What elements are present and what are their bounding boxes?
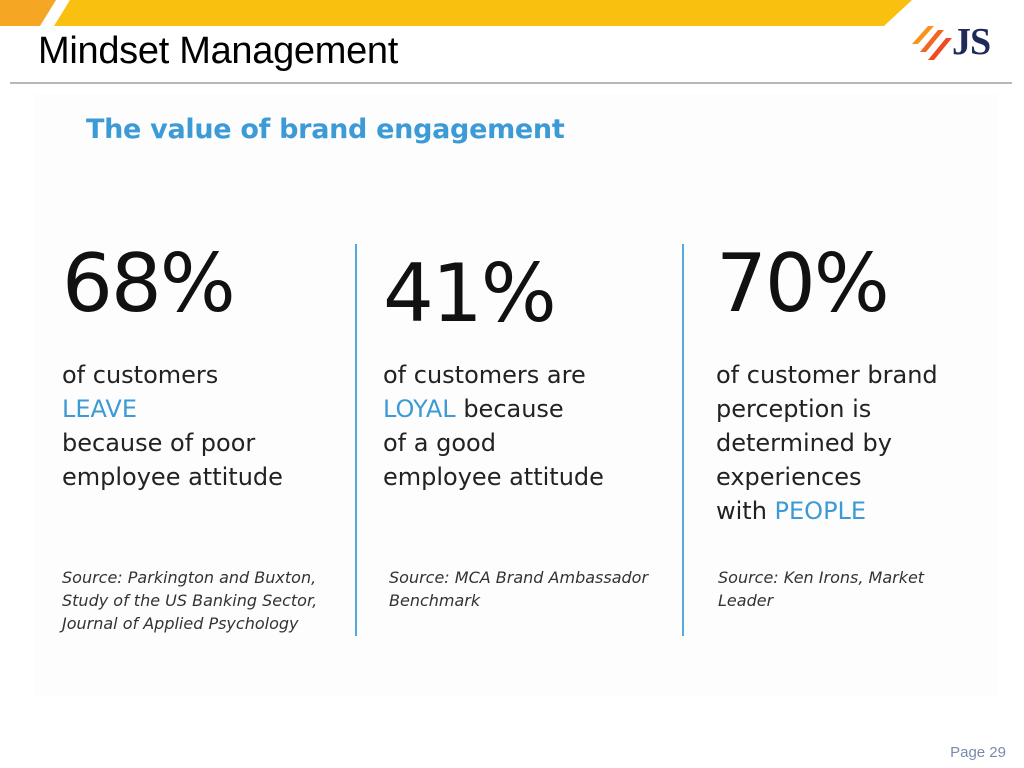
description-text: of customer brand — [716, 361, 938, 389]
column-divider — [355, 244, 357, 636]
title-divider — [10, 82, 1012, 84]
description-line: employee attitude — [62, 460, 283, 494]
description-line: of customer brand — [716, 358, 938, 392]
stat-column-people: 70% of customer brand perception is determ… — [716, 244, 938, 528]
description-text: because of poor — [62, 429, 256, 457]
description-line: employee attitude — [383, 460, 604, 494]
slide-title: Mindset Management — [38, 30, 399, 72]
description-text: employee attitude — [62, 463, 283, 491]
company-logo: JS — [908, 14, 1012, 68]
stat-percent: 41% — [383, 247, 557, 340]
stat-column-loyal: 41% of customers are LOYAL because of a go… — [383, 244, 604, 494]
description-text: perception is — [716, 395, 872, 423]
page-number: Page 29 — [950, 744, 1006, 761]
highlighted-keyword: PEOPLE — [774, 497, 867, 525]
description-text: employee attitude — [383, 463, 604, 491]
source-line: Leader — [718, 591, 774, 610]
description-text: experiences — [716, 463, 862, 491]
column-divider — [682, 244, 684, 636]
source-line: Source: Parkington and Buxton, — [62, 568, 317, 587]
stat-description: of customer brand perception is determined… — [716, 358, 938, 528]
description-text: determined by — [716, 429, 892, 457]
content-panel: The value of brand engagement 68% of cus… — [34, 94, 998, 696]
stat-percent: 70% — [716, 237, 890, 330]
top-accent-bar — [0, 0, 912, 26]
description-line: of customers are — [383, 358, 604, 392]
highlighted-keyword: LEAVE — [62, 395, 137, 423]
source-line: Source: MCA Brand Ambassador — [389, 568, 649, 587]
stat-percent: 68% — [62, 237, 236, 330]
source-citation: Source: Ken Irons, Market Leader — [718, 566, 978, 612]
description-line: determined by — [716, 426, 938, 460]
description-text: of a good — [383, 429, 496, 457]
description-line: perception is — [716, 392, 938, 426]
js-slash-logo-icon — [912, 26, 952, 60]
description-line: of a good — [383, 426, 604, 460]
stat-description: of customers LEAVE because of poor employee… — [62, 358, 283, 494]
description-text: of customers are — [383, 361, 586, 389]
source-citation: Source: Parkington and Buxton, Study of t… — [62, 566, 362, 635]
description-line: LEAVE — [62, 392, 283, 426]
description-line: experiences — [716, 460, 938, 494]
description-line: LOYAL because — [383, 392, 604, 426]
source-citation: Source: MCA Brand Ambassador Benchmark — [389, 566, 699, 612]
logo-text: JS — [952, 21, 991, 63]
stat-description: of customers are LOYAL because of a good em… — [383, 358, 604, 494]
description-text: with — [716, 497, 775, 525]
description-line: with PEOPLE — [716, 494, 938, 528]
stat-column-leave: 68% of customers LEAVE because of poor empl… — [62, 244, 283, 494]
source-line: Study of the US Banking Sector, — [62, 591, 318, 610]
source-line: Benchmark — [389, 591, 481, 610]
description-text: of customers — [62, 361, 219, 389]
source-line: Journal of Applied Psychology — [62, 614, 299, 633]
description-line: because of poor — [62, 426, 283, 460]
source-line: Source: Ken Irons, Market — [718, 568, 925, 587]
description-text: because — [455, 395, 564, 423]
description-line: of customers — [62, 358, 283, 392]
highlighted-keyword: LOYAL — [383, 395, 456, 423]
panel-heading: The value of brand engagement — [86, 114, 565, 145]
